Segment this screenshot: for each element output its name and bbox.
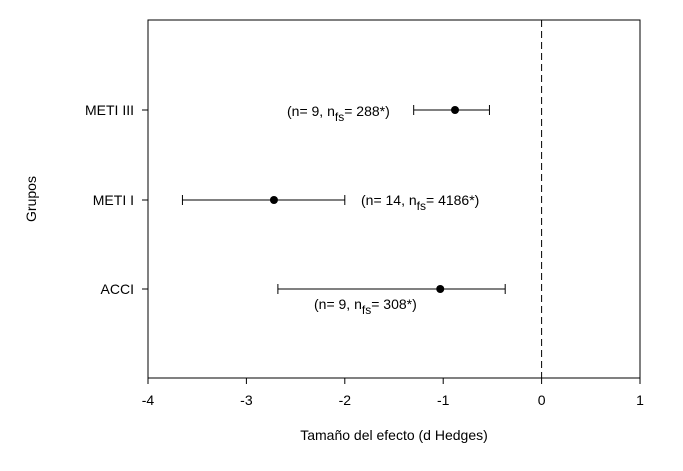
x-tick-label: -2: [339, 392, 352, 408]
x-tick-label: -1: [437, 392, 450, 408]
x-tick-label: -3: [240, 392, 253, 408]
group-annotation: (n= 9, nfs= 288*): [287, 103, 390, 124]
x-tick-label: -4: [142, 392, 155, 408]
point-estimate: [269, 196, 278, 204]
plot-frame: [147, 19, 641, 379]
x-tick-label: 1: [636, 392, 644, 408]
group-annotation: (n= 9, nfs= 308*): [314, 296, 417, 317]
group-annotation: (n= 14, nfs= 4186*): [361, 192, 479, 213]
category-label: METI I: [93, 192, 134, 208]
annotation-backdrop: [286, 103, 391, 124]
x-tick-label: 0: [538, 392, 546, 408]
category-label: METI III: [85, 102, 134, 118]
category-label: ACCI: [101, 281, 134, 297]
point-estimate: [436, 285, 445, 293]
y-axis-title: Grupos: [23, 176, 39, 222]
point-estimate: [451, 106, 460, 114]
x-axis-title: Tamaño del efecto (d Hedges): [300, 427, 488, 443]
